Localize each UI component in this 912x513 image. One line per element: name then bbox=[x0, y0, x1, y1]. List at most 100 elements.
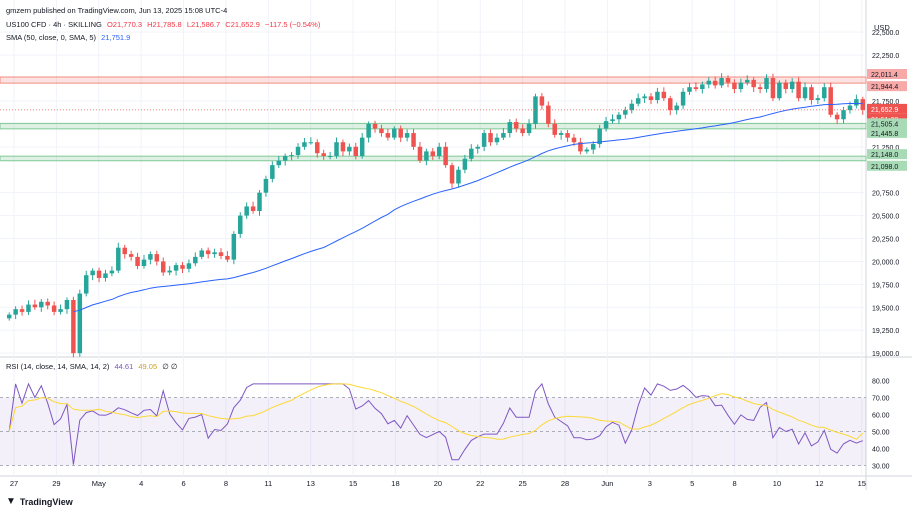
candle-body bbox=[212, 252, 217, 255]
candle-body bbox=[834, 114, 840, 120]
sma-label: SMA (50, close, 0, SMA, 5) bbox=[6, 33, 97, 42]
time-tick-label: 10 bbox=[773, 479, 781, 488]
candle-body bbox=[424, 151, 429, 161]
candle-body bbox=[481, 133, 487, 147]
candle-body bbox=[45, 301, 50, 306]
time-tick-label: 6 bbox=[181, 479, 185, 488]
candle-body bbox=[148, 254, 153, 260]
candle-body bbox=[282, 155, 288, 161]
time-tick-label: 20 bbox=[434, 479, 442, 488]
time-tick-label: 11 bbox=[264, 479, 272, 488]
level-badge-support-3-bg bbox=[867, 149, 907, 160]
candle-body bbox=[404, 133, 410, 138]
price-tick-label: 20,750.0 bbox=[872, 191, 899, 198]
sma-legend[interactable]: SMA (50, close, 0, SMA, 5) 21,751.9 bbox=[6, 33, 133, 42]
level-badge-support-3: 21,148.0 bbox=[871, 152, 898, 159]
candle-body bbox=[642, 96, 647, 99]
candle-body bbox=[238, 215, 243, 234]
tradingview-footer[interactable]: ▼ TradingView bbox=[6, 496, 73, 507]
candle-body bbox=[770, 78, 776, 99]
candle-body bbox=[847, 105, 853, 111]
candle-body bbox=[648, 96, 654, 101]
rsi-legend[interactable]: RSI (14, close, 14, SMA, 14, 2) 44.61 49… bbox=[6, 362, 180, 371]
time-tick-label: 27 bbox=[10, 479, 18, 488]
price-tick-label: 19,000.0 bbox=[872, 351, 899, 358]
time-tick-label: 25 bbox=[518, 479, 526, 488]
candle-body bbox=[250, 206, 256, 212]
ohlc-change: −117.5 (−0.54%) bbox=[265, 20, 321, 29]
level-badge-support-2-bg bbox=[867, 127, 907, 138]
candle-body bbox=[603, 121, 609, 129]
candle-body bbox=[732, 82, 737, 90]
time-axis: 27 29 May 4 6 8 11 13 15 18 20 22 25 28 Jun 3 5 8 10 12 15 bbox=[10, 479, 866, 488]
price-tick-label: 20,000.0 bbox=[872, 259, 899, 266]
rsi-tick-label: 60.00 bbox=[872, 413, 890, 420]
rsi-tick-label: 80.00 bbox=[872, 379, 890, 386]
candle-body bbox=[488, 133, 493, 143]
time-tick-label: 28 bbox=[561, 479, 569, 488]
candle-body bbox=[558, 133, 564, 135]
candle-body bbox=[725, 78, 731, 83]
last-price-badge-bg bbox=[867, 103, 907, 114]
candle-body bbox=[186, 263, 192, 269]
candle-body bbox=[456, 169, 461, 184]
candle-body bbox=[668, 98, 673, 111]
candle-body bbox=[180, 265, 185, 269]
price-tick-label: 22,250.0 bbox=[872, 53, 899, 60]
candle-body bbox=[443, 146, 448, 166]
candle-body bbox=[231, 233, 237, 260]
tradingview-brand: TradingView bbox=[19, 496, 73, 507]
candle-body bbox=[83, 275, 89, 294]
time-tick-label: 12 bbox=[815, 479, 823, 488]
rsi-value: 44.61 bbox=[114, 362, 134, 371]
candle-body bbox=[340, 142, 346, 152]
time-tick-label: 13 bbox=[307, 479, 315, 488]
candle-body bbox=[154, 254, 160, 262]
candle-body bbox=[225, 255, 230, 260]
rsi-tick-label: 70.00 bbox=[872, 396, 890, 403]
candle-body bbox=[802, 87, 808, 99]
time-tick-label: 3 bbox=[648, 479, 652, 488]
candle-body bbox=[193, 256, 198, 264]
candle-body bbox=[841, 110, 846, 120]
candle-body bbox=[610, 119, 615, 122]
level-badge-support-2: 21,445.8 bbox=[871, 131, 898, 138]
candle-body bbox=[321, 153, 326, 156]
candle-body bbox=[809, 87, 814, 101]
symbol-legend[interactable]: US100 CFD · 4h · SKILLING O21,770.3 H21,… bbox=[6, 20, 323, 29]
candle-body bbox=[257, 192, 262, 212]
candle-body bbox=[738, 82, 744, 90]
candle-body bbox=[417, 146, 423, 161]
support-zone-upper bbox=[0, 122, 867, 130]
candle-body bbox=[783, 82, 789, 90]
candle-body bbox=[359, 137, 365, 156]
candle-body bbox=[77, 293, 83, 354]
publisher-text: gmzern published on TradingView.com, Jun… bbox=[6, 6, 228, 15]
candle-body bbox=[597, 128, 602, 145]
candle-body bbox=[58, 309, 63, 312]
candle-body bbox=[584, 149, 590, 152]
ohlc-high: H21,785.8 bbox=[147, 20, 182, 29]
tradingview-logo-icon: ▼ bbox=[6, 496, 16, 507]
candle-body bbox=[270, 165, 275, 179]
candle-body bbox=[706, 80, 712, 85]
candle-body bbox=[616, 114, 622, 120]
candle-body bbox=[289, 155, 294, 157]
time-tick-label: 18 bbox=[391, 479, 399, 488]
candle-body bbox=[565, 133, 570, 138]
candle-body bbox=[719, 78, 724, 86]
candle-body bbox=[590, 144, 596, 150]
price-tick-label: 20,250.0 bbox=[872, 237, 899, 244]
candle-body bbox=[539, 96, 545, 106]
candle-body bbox=[501, 133, 506, 138]
candle-body bbox=[674, 105, 679, 111]
candle-body bbox=[302, 142, 307, 147]
resistance-zone bbox=[0, 76, 867, 84]
time-tick-label: 4 bbox=[139, 479, 143, 488]
candle-body bbox=[520, 128, 525, 134]
time-tick-label: 5 bbox=[690, 479, 694, 488]
time-tick-label: 8 bbox=[224, 479, 228, 488]
candle-body bbox=[116, 247, 121, 271]
symbol-label: US100 CFD · 4h · SKILLING bbox=[6, 20, 102, 29]
